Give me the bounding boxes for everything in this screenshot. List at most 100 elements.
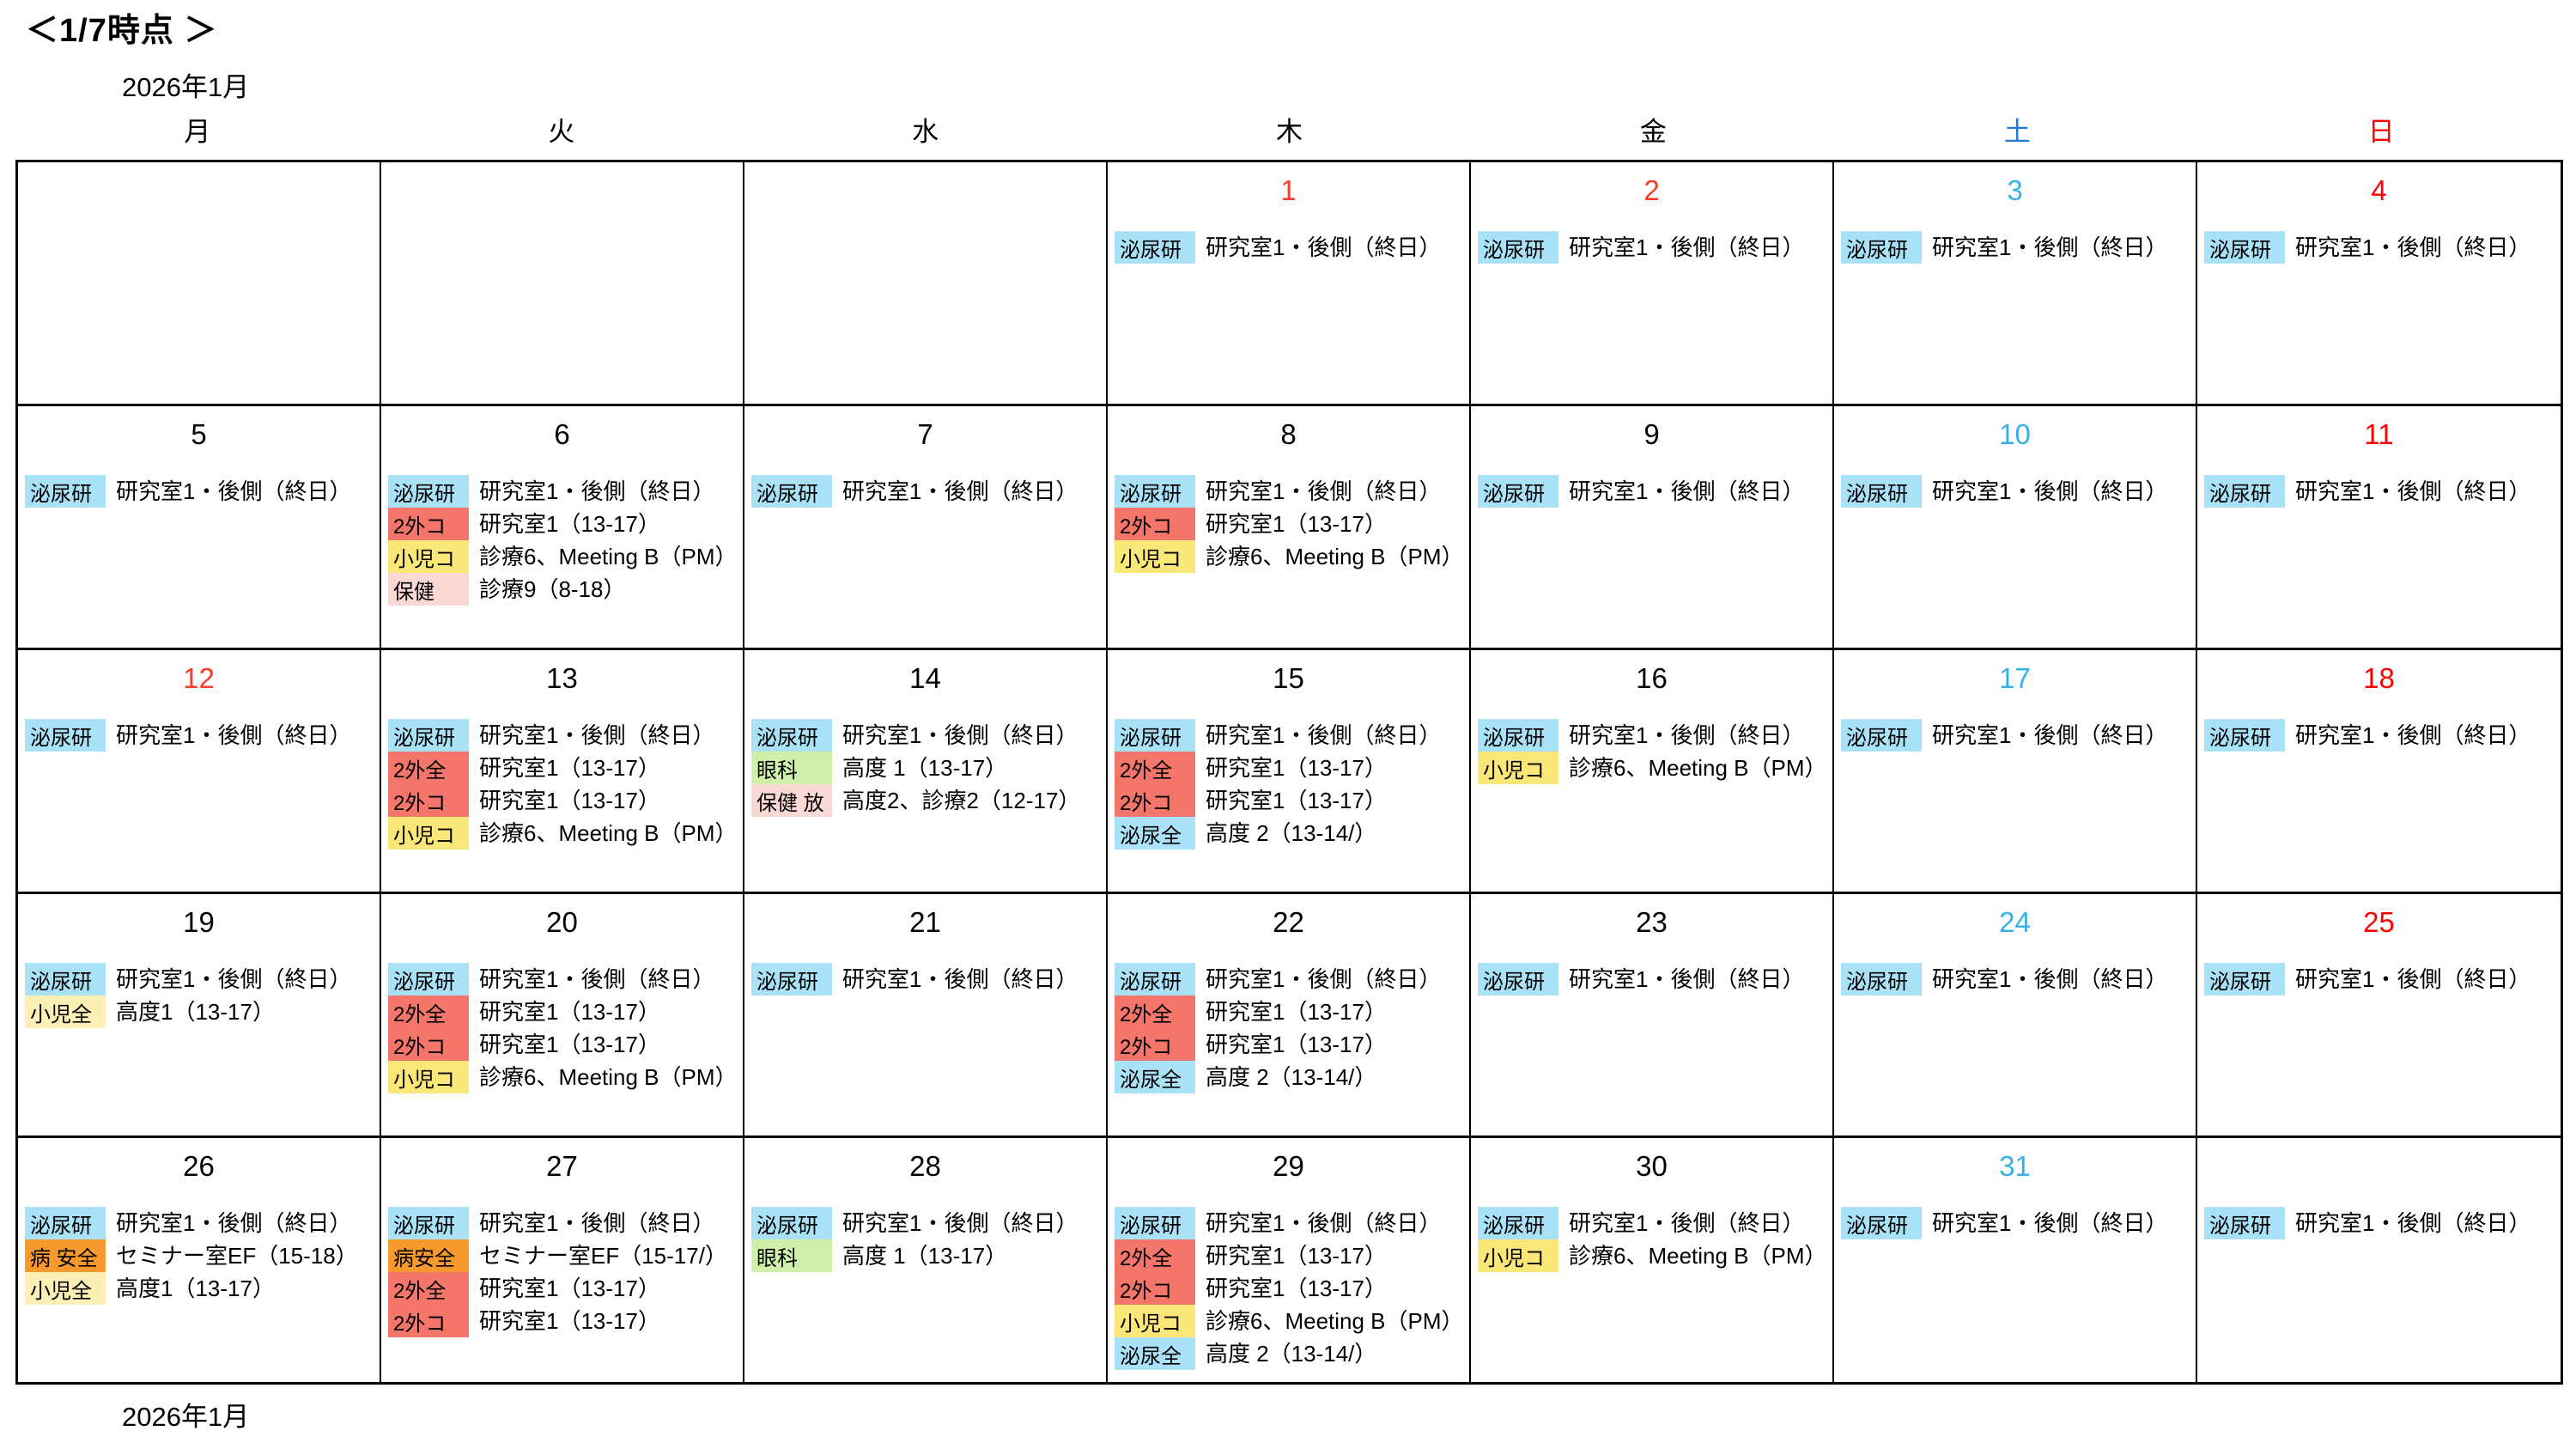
day-cell[interactable]: 13 泌尿研 研究室1・後側（終日） 2外全 研究室1（13-17） 2外コ 研究室1（13… bbox=[381, 650, 744, 894]
event[interactable]: 泌尿研 研究室1・後側（終日） bbox=[2204, 719, 2561, 752]
event[interactable]: 泌尿研 研究室1・後側（終日） bbox=[2204, 475, 2561, 508]
event[interactable]: 小児コ 診療6、Meeting B（PM） bbox=[1478, 1239, 1832, 1272]
day-cell[interactable]: 21 泌尿研 研究室1・後側（終日） bbox=[744, 894, 1108, 1138]
day-cell[interactable]: 1 泌尿研 研究室1・後側（終日） bbox=[1108, 162, 1471, 406]
event[interactable]: 泌尿全 高度 2（13-14/） bbox=[1115, 817, 1469, 849]
day-cell[interactable]: 2 泌尿研 研究室1・後側（終日） bbox=[1471, 162, 1834, 406]
day-cell[interactable]: 4 泌尿研 研究室1・後側（終日） bbox=[2197, 162, 2561, 406]
day-cell[interactable]: 11 泌尿研 研究室1・後側（終日） bbox=[2197, 406, 2561, 650]
day-cell[interactable] bbox=[18, 162, 381, 406]
event[interactable]: 泌尿研 研究室1・後側（終日） bbox=[1115, 963, 1469, 995]
event[interactable]: 眼科 高度 1（13-17） bbox=[751, 1239, 1106, 1272]
event[interactable]: 小児コ 診療6、Meeting B（PM） bbox=[388, 1061, 743, 1093]
event[interactable]: 2外コ 研究室1（13-17） bbox=[388, 508, 743, 540]
event[interactable]: 泌尿研 研究室1・後側（終日） bbox=[751, 475, 1106, 508]
day-cell[interactable]: 28 泌尿研 研究室1・後側（終日） 眼科 高度 1（13-17） bbox=[744, 1138, 1108, 1382]
day-cell[interactable]: 22 泌尿研 研究室1・後側（終日） 2外全 研究室1（13-17） 2外コ 研究室1（13… bbox=[1108, 894, 1471, 1138]
day-cell[interactable]: 24 泌尿研 研究室1・後側（終日） bbox=[1834, 894, 2197, 1138]
day-cell[interactable]: 8 泌尿研 研究室1・後側（終日） 2外コ 研究室1（13-17） 小児コ 診療6、Meet… bbox=[1108, 406, 1471, 650]
event[interactable]: 2外コ 研究室1（13-17） bbox=[1115, 508, 1469, 540]
event[interactable]: 2外コ 研究室1（13-17） bbox=[1115, 784, 1469, 817]
event[interactable]: 眼科 高度 1（13-17） bbox=[751, 752, 1106, 784]
day-cell[interactable]: 19 泌尿研 研究室1・後側（終日） 小児全 高度1（13-17） bbox=[18, 894, 381, 1138]
event[interactable]: 泌尿研 研究室1・後側（終日） bbox=[1115, 475, 1469, 508]
event[interactable]: 泌尿研 研究室1・後側（終日） bbox=[1478, 719, 1832, 752]
event[interactable]: 泌尿研 研究室1・後側（終日） bbox=[1478, 475, 1832, 508]
event[interactable]: 2外全 研究室1（13-17） bbox=[1115, 995, 1469, 1028]
day-cell[interactable]: 26 泌尿研 研究室1・後側（終日）病 安全 セミナー室EF（15-18） 小児全 高度1… bbox=[18, 1138, 381, 1382]
event[interactable]: 2外全 研究室1（13-17） bbox=[388, 1272, 743, 1305]
day-cell[interactable]: 18 泌尿研 研究室1・後側（終日） bbox=[2197, 650, 2561, 894]
event[interactable]: 保健 放高度2、診療2（12-17） bbox=[751, 784, 1106, 817]
event[interactable]: 泌尿研 研究室1・後側（終日） bbox=[1115, 231, 1469, 264]
event[interactable]: 保健 診療9（8-18） bbox=[388, 573, 743, 606]
event[interactable]: 泌尿全 高度 2（13-14/） bbox=[1115, 1061, 1469, 1093]
day-cell[interactable]: 29 泌尿研 研究室1・後側（終日） 2外全 研究室1（13-17） 2外コ 研究室1（13… bbox=[1108, 1138, 1471, 1382]
day-cell[interactable]: 9 泌尿研 研究室1・後側（終日） bbox=[1471, 406, 1834, 650]
day-cell[interactable]: 30 泌尿研 研究室1・後側（終日） 小児コ 診療6、Meeting B（PM） bbox=[1471, 1138, 1834, 1382]
day-cell[interactable]: 23 泌尿研 研究室1・後側（終日） bbox=[1471, 894, 1834, 1138]
event[interactable]: 病 安全 セミナー室EF（15-18） bbox=[25, 1239, 380, 1272]
event[interactable]: 小児コ 診療6、Meeting B（PM） bbox=[1478, 752, 1832, 784]
event[interactable]: 2外コ 研究室1（13-17） bbox=[1115, 1272, 1469, 1305]
event[interactable]: 泌尿研 研究室1・後側（終日） bbox=[751, 963, 1106, 995]
event[interactable]: 2外コ 研究室1（13-17） bbox=[1115, 1028, 1469, 1061]
event[interactable]: 泌尿研 研究室1・後側（終日） bbox=[388, 719, 743, 752]
event[interactable]: 泌尿研 研究室1・後側（終日） bbox=[2204, 1207, 2561, 1239]
event[interactable]: 泌尿研 研究室1・後側（終日） bbox=[1115, 719, 1469, 752]
event[interactable]: 泌尿研 研究室1・後側（終日） bbox=[2204, 231, 2561, 264]
event[interactable]: 泌尿研 研究室1・後側（終日） bbox=[1841, 475, 2196, 508]
event[interactable]: 病安全 セミナー室EF（15-17/） bbox=[388, 1239, 743, 1272]
event-tag: 眼科 bbox=[751, 752, 832, 784]
event[interactable]: 小児コ 診療6、Meeting B（PM） bbox=[388, 817, 743, 849]
day-cell[interactable]: 泌尿研 研究室1・後側（終日） bbox=[2197, 1138, 2561, 1382]
event[interactable]: 泌尿研 研究室1・後側（終日） bbox=[388, 963, 743, 995]
event[interactable]: 泌尿研 研究室1・後側（終日） bbox=[1841, 963, 2196, 995]
event[interactable]: 2外コ 研究室1（13-17） bbox=[388, 784, 743, 817]
event[interactable]: 泌尿研 研究室1・後側（終日） bbox=[1115, 1207, 1469, 1239]
day-cell[interactable]: 17 泌尿研 研究室1・後側（終日） bbox=[1834, 650, 2197, 894]
event[interactable]: 小児コ 診療6、Meeting B（PM） bbox=[388, 540, 743, 573]
event[interactable]: 泌尿研 研究室1・後側（終日） bbox=[2204, 963, 2561, 995]
event[interactable]: 泌尿研 研究室1・後側（終日） bbox=[1478, 963, 1832, 995]
day-cell[interactable]: 6 泌尿研 研究室1・後側（終日） 2外コ 研究室1（13-17） 小児コ 診療6、Meet… bbox=[381, 406, 744, 650]
day-cell[interactable]: 25 泌尿研 研究室1・後側（終日） bbox=[2197, 894, 2561, 1138]
day-cell[interactable]: 7 泌尿研 研究室1・後側（終日） bbox=[744, 406, 1108, 650]
event[interactable]: 小児全 高度1（13-17） bbox=[25, 1272, 380, 1305]
day-cell[interactable]: 15 泌尿研 研究室1・後側（終日） 2外全 研究室1（13-17） 2外コ 研究室1（13… bbox=[1108, 650, 1471, 894]
event[interactable]: 2外全 研究室1（13-17） bbox=[388, 752, 743, 784]
day-cell[interactable]: 14 泌尿研 研究室1・後側（終日） 眼科 高度 1（13-17） 保健 放高度2、診療2… bbox=[744, 650, 1108, 894]
event[interactable]: 泌尿研 研究室1・後側（終日） bbox=[25, 1207, 380, 1239]
day-cell[interactable]: 20 泌尿研 研究室1・後側（終日） 2外全 研究室1（13-17） 2外コ 研究室1（13… bbox=[381, 894, 744, 1138]
event[interactable]: 小児コ 診療6、Meeting B（PM） bbox=[1115, 1305, 1469, 1337]
event[interactable]: 小児コ 診療6、Meeting B（PM） bbox=[1115, 540, 1469, 573]
day-cell[interactable]: 16 泌尿研 研究室1・後側（終日） 小児コ 診療6、Meeting B（PM） bbox=[1471, 650, 1834, 894]
event[interactable]: 2外全 研究室1（13-17） bbox=[1115, 752, 1469, 784]
event[interactable]: 泌尿研 研究室1・後側（終日） bbox=[751, 1207, 1106, 1239]
event[interactable]: 泌尿研 研究室1・後側（終日） bbox=[1478, 231, 1832, 264]
day-cell[interactable]: 5 泌尿研 研究室1・後側（終日） bbox=[18, 406, 381, 650]
day-cell[interactable] bbox=[381, 162, 744, 406]
day-cell[interactable] bbox=[744, 162, 1108, 406]
event[interactable]: 泌尿研 研究室1・後側（終日） bbox=[1841, 1207, 2196, 1239]
event[interactable]: 泌尿研 研究室1・後側（終日） bbox=[388, 475, 743, 508]
day-cell[interactable]: 12 泌尿研 研究室1・後側（終日） bbox=[18, 650, 381, 894]
event[interactable]: 泌尿全 高度 2（13-14/） bbox=[1115, 1337, 1469, 1370]
day-cell[interactable]: 3 泌尿研 研究室1・後側（終日） bbox=[1834, 162, 2197, 406]
day-cell[interactable]: 31 泌尿研 研究室1・後側（終日） bbox=[1834, 1138, 2197, 1382]
event[interactable]: 泌尿研 研究室1・後側（終日） bbox=[25, 719, 380, 752]
day-cell[interactable]: 10 泌尿研 研究室1・後側（終日） bbox=[1834, 406, 2197, 650]
event[interactable]: 2外コ 研究室1（13-17） bbox=[388, 1028, 743, 1061]
event[interactable]: 泌尿研 研究室1・後側（終日） bbox=[1841, 231, 2196, 264]
event[interactable]: 2外コ 研究室1（13-17） bbox=[388, 1305, 743, 1337]
event[interactable]: 泌尿研 研究室1・後側（終日） bbox=[25, 475, 380, 508]
day-cell[interactable]: 27 泌尿研 研究室1・後側（終日） 病安全 セミナー室EF（15-17/） 2外全 研究室… bbox=[381, 1138, 744, 1382]
event[interactable]: 泌尿研 研究室1・後側（終日） bbox=[388, 1207, 743, 1239]
event[interactable]: 泌尿研 研究室1・後側（終日） bbox=[751, 719, 1106, 752]
event[interactable]: 2外全 研究室1（13-17） bbox=[1115, 1239, 1469, 1272]
event[interactable]: 泌尿研 研究室1・後側（終日） bbox=[25, 963, 380, 995]
event[interactable]: 泌尿研 研究室1・後側（終日） bbox=[1478, 1207, 1832, 1239]
event[interactable]: 2外全 研究室1（13-17） bbox=[388, 995, 743, 1028]
event[interactable]: 泌尿研 研究室1・後側（終日） bbox=[1841, 719, 2196, 752]
event[interactable]: 小児全 高度1（13-17） bbox=[25, 995, 380, 1028]
